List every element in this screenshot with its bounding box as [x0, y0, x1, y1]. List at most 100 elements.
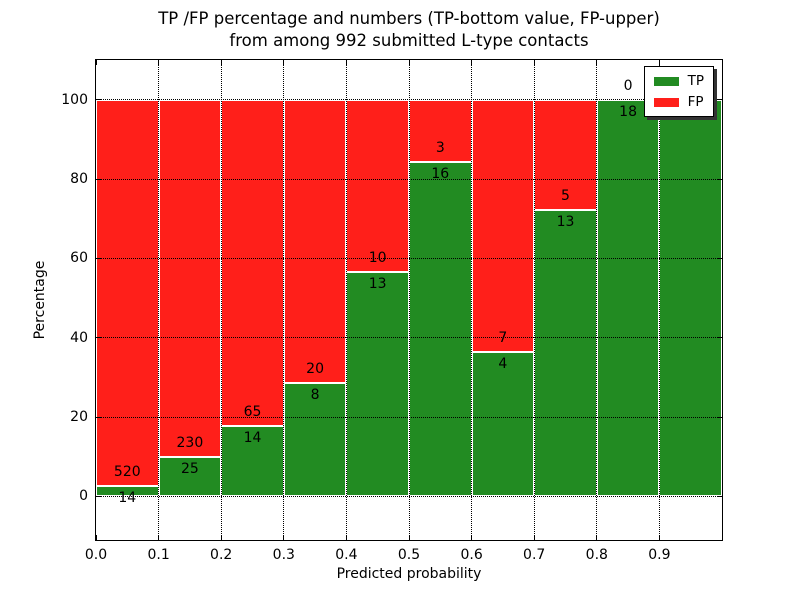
fp-legend-swatch	[653, 97, 679, 107]
bar-segment-tp-8	[596, 99, 660, 497]
bar-segment-tp-6	[471, 351, 535, 497]
bar-label-tp-6: 4	[498, 355, 508, 372]
bar-label-fp-1: 230	[176, 435, 204, 452]
bar-label-fp-2: 65	[243, 404, 262, 421]
chart-title-line1: TP /FP percentage and numbers (TP-bottom…	[158, 9, 660, 28]
bar-segment-tp-5	[409, 162, 472, 497]
x-tick-label-0.4: 0.4	[335, 547, 358, 563]
gridline-y-100	[96, 99, 722, 101]
bar-segment-fp-6	[471, 99, 535, 352]
x-tick-label-0.3: 0.3	[272, 547, 295, 563]
bar-segment-tp-4	[346, 272, 409, 497]
x-tick-top-0.7	[533, 60, 535, 65]
bar-segment-fp-0	[96, 99, 159, 487]
gridline-x-0.5	[408, 60, 410, 540]
gridline-y-0	[96, 495, 722, 497]
x-tick-label-0.6: 0.6	[460, 547, 483, 563]
gridline-y-40	[96, 337, 722, 339]
bar-label-fp-0: 520	[113, 464, 141, 481]
x-tick-top-0.9	[658, 60, 660, 65]
x-tick-bottom-0.0	[95, 535, 97, 540]
y-tick-label-60: 60	[70, 250, 88, 267]
x-tick-top-0.5	[408, 60, 410, 65]
bar-label-fp-8: 0	[623, 77, 633, 94]
legend-entry-tp: TP	[653, 73, 704, 89]
y-tick-label-80: 80	[70, 171, 88, 187]
bar-segment-tp-7	[534, 209, 597, 497]
y-tick-left-100	[96, 99, 101, 101]
y-tick-right-40	[717, 337, 722, 339]
bar-label-tp-3: 8	[310, 386, 320, 403]
x-tick-top-0.0	[95, 60, 97, 65]
bar-label-tp-5: 16	[431, 166, 450, 183]
x-tick-bottom-0.5	[408, 535, 410, 540]
gridline-y-80	[96, 178, 722, 180]
x-tick-bottom-0.1	[158, 535, 160, 540]
gridline-y-20	[96, 416, 722, 418]
gridline-x-0.8	[596, 60, 598, 540]
y-tick-right-20	[717, 416, 722, 418]
bar-label-fp-7: 5	[561, 187, 570, 204]
tp-legend-swatch	[653, 76, 679, 86]
x-tick-label-0.2: 0.2	[210, 547, 233, 563]
gridline-x-0.9	[658, 60, 660, 540]
x-tick-label-0.1: 0.1	[147, 547, 170, 563]
bar-label-fp-4: 10	[368, 250, 387, 267]
bar-label-fp-5: 3	[435, 140, 445, 157]
x-tick-label-0.5: 0.5	[397, 547, 421, 563]
y-tick-left-60	[96, 257, 101, 259]
x-tick-top-0.8	[596, 60, 598, 65]
y-tick-label-40: 40	[70, 329, 88, 346]
x-tick-top-0.1	[158, 60, 160, 65]
bar-segment-tp-9	[659, 99, 722, 497]
x-tick-bottom-0.3	[283, 535, 285, 540]
bar-segment-fp-3	[283, 99, 347, 383]
x-tick-label-0.0: 0.0	[84, 547, 108, 563]
gridline-x-0.1	[158, 60, 160, 540]
plot-area: TP FP 5201423025651420810133167451301807	[95, 59, 723, 541]
gridline-y-60	[96, 257, 722, 259]
y-tick-right-0	[717, 495, 722, 497]
x-axis-label: Predicted probability	[336, 566, 482, 582]
bar-label-fp-6: 7	[498, 329, 508, 346]
x-tick-bottom-0.8	[596, 535, 598, 540]
y-tick-left-20	[96, 416, 101, 418]
y-tick-left-0	[96, 495, 101, 497]
legend-label-fp: FP	[687, 94, 704, 110]
x-tick-label-0.7: 0.7	[523, 547, 546, 563]
bar-label-fp-3: 20	[306, 360, 325, 377]
y-tick-right-100	[717, 99, 722, 101]
bar-segment-fp-2	[221, 99, 284, 427]
chart-title: TP /FP percentage and numbers (TP-bottom…	[158, 8, 660, 52]
chart-title-line2: from among 992 submitted L-type contacts	[229, 31, 589, 50]
x-tick-label-0.9: 0.9	[648, 547, 671, 563]
gridline-x-0.2	[220, 60, 222, 540]
y-tick-label-20: 20	[70, 409, 88, 426]
x-tick-top-0.6	[471, 60, 473, 65]
legend: TP FP	[643, 66, 714, 117]
x-tick-top-0.4	[345, 60, 347, 65]
x-tick-top-0.3	[283, 60, 285, 65]
y-tick-left-80	[96, 178, 101, 180]
y-tick-label-0: 0	[79, 488, 88, 505]
bar-label-tp-1: 25	[180, 461, 199, 478]
legend-entry-fp: FP	[653, 94, 704, 110]
bar-label-tp-0: 14	[118, 490, 137, 507]
gridline-x-0.6	[471, 60, 473, 540]
y-tick-label-100: 100	[61, 91, 88, 108]
x-tick-label-0.8: 0.8	[585, 547, 608, 563]
x-tick-bottom-0.9	[658, 535, 660, 540]
x-tick-bottom-0.6	[471, 535, 473, 540]
gridline-x-0.3	[283, 60, 285, 540]
x-tick-top-0.2	[220, 60, 222, 65]
bar-label-tp-2: 14	[243, 430, 262, 447]
y-tick-left-40	[96, 337, 101, 339]
y-axis-label: Percentage	[32, 260, 48, 340]
gridline-x-0.4	[345, 60, 347, 540]
legend-label-tp: TP	[687, 73, 704, 89]
x-tick-bottom-0.7	[533, 535, 535, 540]
bar-label-tp-4: 13	[368, 276, 387, 293]
x-tick-bottom-0.2	[220, 535, 222, 540]
x-tick-bottom-0.4	[345, 535, 347, 540]
